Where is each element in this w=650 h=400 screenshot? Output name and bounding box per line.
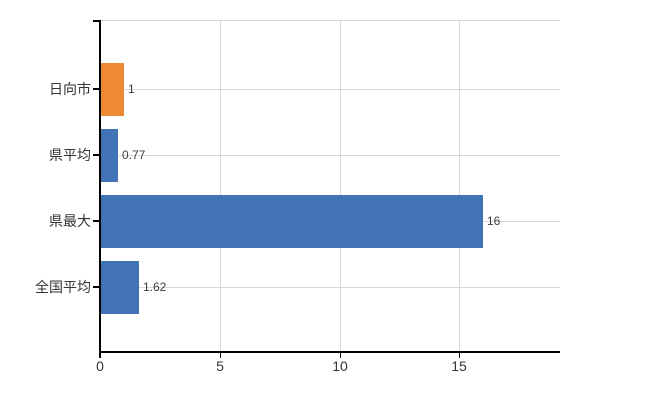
y-tick [93, 88, 99, 90]
x-tick [220, 353, 221, 358]
x-tick-label: 15 [451, 358, 467, 374]
x-tick [340, 353, 341, 358]
value-label: 16 [487, 214, 501, 228]
bar [101, 63, 124, 116]
category-label: 全国平均 [35, 279, 91, 295]
value-label: 1.62 [143, 280, 167, 294]
y-tick [93, 154, 99, 156]
v-gridline [220, 20, 221, 358]
v-gridline [459, 20, 460, 358]
x-tick [100, 353, 101, 358]
x-tick-label: 5 [216, 358, 224, 374]
y-tick [93, 220, 99, 222]
plot-top-border [100, 20, 560, 21]
category-gridline [100, 89, 560, 90]
category-label: 県平均 [49, 147, 91, 163]
x-tick-label: 0 [96, 358, 104, 374]
y-axis [99, 20, 101, 358]
category-label: 県最大 [49, 213, 91, 229]
category-label: 日向市 [49, 81, 91, 97]
bar [101, 195, 483, 248]
bar [101, 261, 139, 314]
v-gridline [340, 20, 341, 358]
x-tick [459, 353, 460, 358]
y-axis-top-tick [93, 20, 99, 22]
category-gridline [100, 155, 560, 156]
value-label: 1 [128, 82, 135, 96]
x-tick-label: 10 [332, 358, 348, 374]
category-gridline [100, 287, 560, 288]
bar [101, 129, 118, 182]
value-label: 0.77 [122, 148, 146, 162]
x-axis [99, 351, 560, 353]
y-tick [93, 286, 99, 288]
